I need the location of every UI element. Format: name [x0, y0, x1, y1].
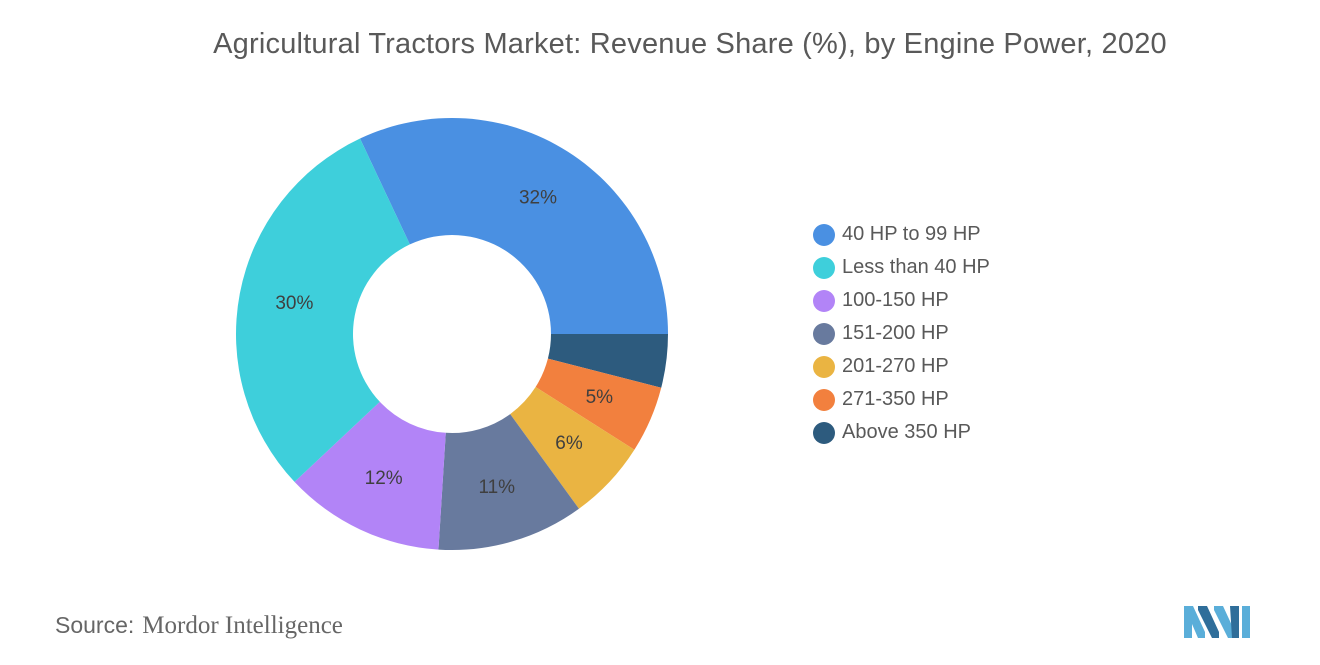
legend-swatch	[813, 223, 835, 246]
legend-item-100-150-hp: 100-150 HP	[813, 284, 990, 317]
legend-label: 151-200 HP	[842, 322, 949, 344]
legend-item-40-99-hp: 40 HP to 99 HP	[813, 218, 990, 251]
donut-slice-201-270-hp	[510, 387, 635, 509]
donut-slice-271-350-hp	[535, 358, 662, 450]
slice-data-label: 12%	[365, 468, 403, 489]
chart-title: Agricultural Tractors Market: Revenue Sh…	[213, 28, 1167, 60]
legend-label: 40 HP to 99 HP	[842, 223, 981, 245]
legend-swatch	[813, 322, 835, 345]
legend-item-less-than-40-hp: Less than 40 HP	[813, 251, 990, 284]
donut-slice-100-150-hp	[294, 401, 446, 550]
donut-slice-151-200-hp	[438, 414, 579, 551]
legend-swatch	[813, 421, 835, 444]
donut-slice-40-hp-to-99-hp	[360, 118, 668, 334]
slice-data-label: 6%	[555, 433, 583, 454]
source-prefix: Source:	[55, 612, 135, 638]
source-name: Mordor Intelligence	[142, 612, 343, 639]
donut-slice-above-350-hp	[547, 334, 668, 388]
slice-data-label: 30%	[275, 293, 313, 314]
legend-label: 100-150 HP	[842, 289, 949, 311]
legend-label: Less than 40 HP	[842, 256, 990, 278]
legend-item-151-200-hp: 151-200 HP	[813, 317, 990, 350]
legend-item-271-350-hp: 271-350 HP	[813, 383, 990, 416]
legend-swatch	[813, 355, 835, 378]
slice-data-label: 32%	[519, 188, 557, 209]
legend-swatch	[813, 256, 835, 279]
chart-legend: 40 HP to 99 HP Less than 40 HP 100-150 H…	[813, 218, 990, 449]
legend-swatch	[813, 388, 835, 411]
source-note: Source: Mordor Intelligence	[55, 612, 343, 640]
legend-label: Above 350 HP	[842, 421, 971, 443]
mordor-intelligence-logo-icon	[1184, 606, 1250, 638]
slice-data-label: 11%	[478, 477, 515, 498]
slice-data-label: 5%	[586, 387, 614, 408]
donut-slice-less-than-40-hp	[236, 138, 410, 482]
legend-label: 201-270 HP	[842, 355, 949, 377]
legend-item-above-350-hp: Above 350 HP	[813, 416, 990, 449]
legend-label: 271-350 HP	[842, 388, 949, 410]
legend-swatch	[813, 289, 835, 312]
legend-item-201-270-hp: 201-270 HP	[813, 350, 990, 383]
